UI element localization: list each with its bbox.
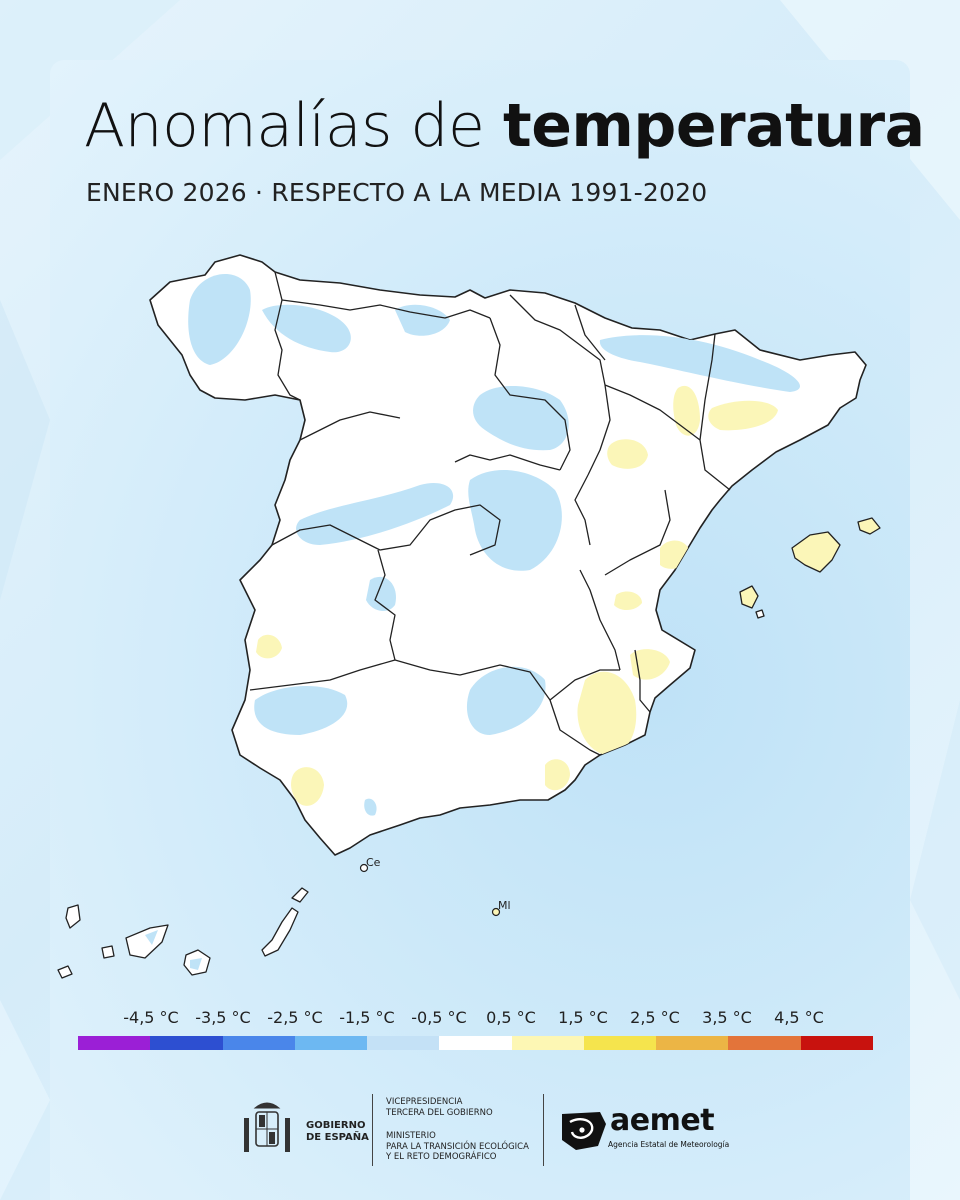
ceuta-marker (359, 863, 369, 873)
legend-swatch (439, 1036, 512, 1050)
ministerio-line: Y EL RETO DEMOGRÁFICO (386, 1152, 497, 1162)
balearic-islands (739, 517, 881, 619)
footer-logos (244, 1102, 606, 1152)
ceuta-label: Ce (366, 856, 381, 869)
legend-label: 1,5 °C (558, 1008, 608, 1027)
aemet-logo-icon (562, 1112, 606, 1150)
footer-divider (372, 1094, 373, 1166)
ministerio-line: MINISTERIO (386, 1131, 436, 1141)
legend-swatch (294, 1036, 368, 1050)
legend-labels: -4,5 °C -3,5 °C -2,5 °C -1,5 °C -0,5 °C … (0, 1008, 960, 1034)
vicepresidencia-line: TERCERA DEL GOBIERNO (386, 1107, 493, 1118)
ministerio-label: MINISTERIO PARA LA TRANSICIÓN ECOLÓGICA … (386, 1131, 536, 1163)
melilla-marker (491, 907, 501, 917)
legend-color-bar (78, 1036, 873, 1050)
legend-swatch (78, 1036, 151, 1050)
legend-swatch (583, 1036, 657, 1050)
vicepresidencia-label: VICEPRESIDENCIA TERCERA DEL GOBIERNO (386, 1097, 536, 1118)
title-regular: Anomalías de (84, 91, 485, 161)
legend-swatch (222, 1036, 295, 1050)
legend-label: 2,5 °C (630, 1008, 680, 1027)
legend-swatch (728, 1036, 801, 1050)
aemet-fullname: Agencia Estatal de Meteorología (608, 1140, 730, 1149)
legend-label: -0,5 °C (411, 1008, 467, 1027)
gobierno-line: DE ESPAÑA (306, 1132, 369, 1143)
canary-islands (57, 887, 309, 979)
gobierno-line: GOBIERNO (306, 1120, 366, 1131)
region-borders (249, 271, 731, 756)
legend-swatch (800, 1036, 873, 1050)
ministerio-line: PARA LA TRANSICIÓN ECOLÓGICA (386, 1141, 529, 1152)
anomaly-patches (188, 273, 800, 816)
gobierno-label: GOBIERNO DE ESPAÑA (306, 1120, 386, 1144)
legend-swatch (150, 1036, 223, 1050)
melilla-label: Ml (498, 899, 511, 912)
title-bold: temperatura (503, 91, 925, 161)
legend-swatch (367, 1036, 440, 1050)
aemet-wordmark: aemet (610, 1103, 715, 1138)
legend-label: 3,5 °C (702, 1008, 752, 1027)
legend-label: -3,5 °C (195, 1008, 251, 1027)
legend-swatch (511, 1036, 584, 1050)
legend-label: -4,5 °C (123, 1008, 179, 1027)
legend-label: 0,5 °C (486, 1008, 536, 1027)
legend-label: -2,5 °C (267, 1008, 323, 1027)
page-title: Anomalías de temperatura (84, 88, 925, 164)
footer-divider (543, 1094, 544, 1166)
page-subtitle: ENERO 2026 · RESPECTO A LA MEDIA 1991-20… (86, 178, 708, 207)
coat-of-arms-icon (244, 1102, 290, 1152)
legend-swatch (656, 1036, 729, 1050)
vicepresidencia-line: VICEPRESIDENCIA (386, 1097, 463, 1107)
legend-label: 4,5 °C (774, 1008, 824, 1027)
legend-label: -1,5 °C (339, 1008, 395, 1027)
